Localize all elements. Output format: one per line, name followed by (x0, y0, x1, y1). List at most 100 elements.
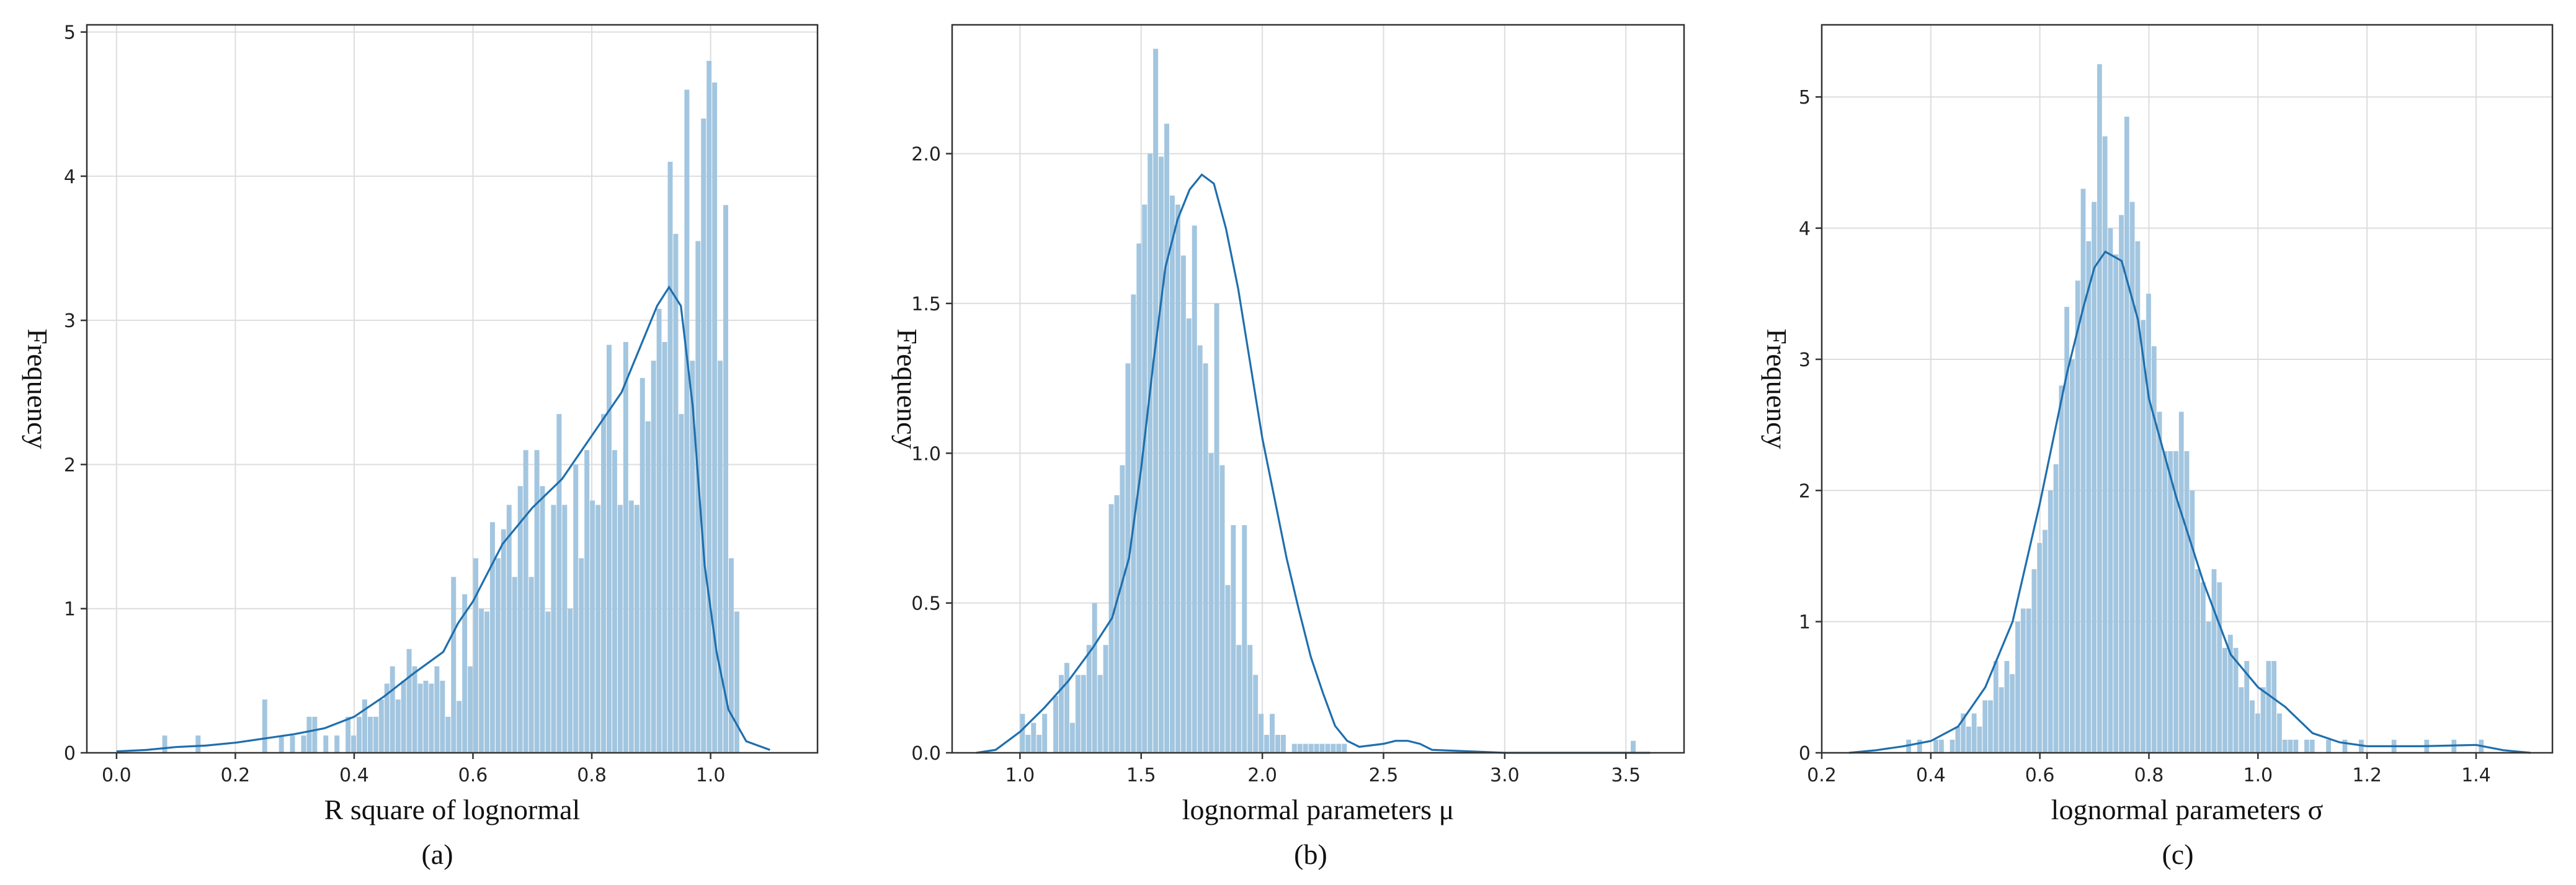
panel-c-bar-5 (1933, 739, 1939, 753)
panel-c-bar-19 (2010, 674, 2015, 753)
panel-c-bar-67 (2271, 661, 2277, 753)
panel-a-bar-51 (445, 716, 451, 753)
panel-c-bar-33 (2086, 241, 2092, 753)
panel-a-ytick-label-1: 1 (64, 599, 76, 621)
panel-a-bar-62 (506, 505, 512, 753)
panel-a-bar-47 (423, 680, 429, 753)
panel-b-bar-13 (1092, 603, 1097, 753)
panel-c-bar-57 (2217, 582, 2222, 753)
panel-b-bar-49 (1291, 743, 1297, 753)
panel-a-bar-42 (395, 699, 401, 753)
panel-a-bar-64 (517, 486, 523, 753)
panel-b-bar-34 (1208, 453, 1214, 753)
panel-c-bar-59 (2227, 634, 2233, 753)
panel-b-bar-55 (1325, 743, 1330, 753)
panel-a-bar-29 (323, 735, 329, 753)
panel-b-bar-0 (1020, 714, 1025, 753)
panel-b-bar-56 (1330, 743, 1336, 753)
panel-c-bar-17 (1999, 687, 2004, 753)
panel-a-bar-67 (534, 450, 540, 753)
panel-c-bar-21 (2020, 608, 2026, 753)
panel-c-bar-18 (2004, 661, 2010, 753)
panel-c-xtick-label-6: 1.4 (2461, 765, 2491, 786)
panel-a-bar-77 (590, 500, 595, 753)
panel-a-bar-74 (573, 464, 579, 753)
panel-b-bar-50 (1297, 743, 1303, 753)
panel-c-bar-12 (1971, 713, 1977, 753)
panel-b-ytick-label-2: 1.0 (911, 443, 941, 465)
panel-b-axes-frame (951, 24, 1685, 754)
panel-a-ylabel: Frequency (22, 328, 53, 449)
panel-a-bar-98 (706, 61, 712, 753)
panel-a-bar-82 (617, 505, 623, 753)
panel-c-bar-44 (2146, 294, 2151, 753)
panel-b-bar-42 (1253, 675, 1259, 753)
panel-c-kde-line (1848, 250, 2531, 754)
panel-a-xtick-label-1: 0.2 (221, 765, 251, 786)
panel-a-bar-34 (351, 735, 357, 753)
panel-c-xlabel: lognormal parameters σ (2051, 794, 2324, 825)
panel-c-bar-54 (2200, 582, 2206, 753)
panel-c-bar-8 (1950, 739, 1955, 753)
panel-c-bar-25 (2043, 529, 2048, 753)
panel-a-bar-59 (489, 522, 495, 753)
panel-a: 0.0 0.2 0.4 0.6 0.8 1.0 0 1 2 3 4 5 R square of logn… (22, 22, 819, 870)
panel-a-bar-73 (568, 608, 573, 753)
panel-a-bar-92 (673, 233, 679, 753)
panel-c-ytick-label-2: 2 (1799, 480, 1811, 502)
panel-c-bar-41 (2129, 202, 2135, 753)
panel-a-bar-6 (195, 735, 201, 753)
panel-c-bar-74 (2309, 739, 2315, 753)
panel-b-bar-41 (1247, 645, 1253, 753)
panel-c-bar-38 (2113, 254, 2119, 753)
panel-a-bar-75 (579, 558, 584, 753)
panel-c-bar-47 (2162, 451, 2168, 753)
panel-a-bar-18 (262, 699, 267, 753)
panel-a-bar-79 (601, 414, 607, 753)
panel-c-bar-42 (2135, 241, 2141, 753)
panel-c-bar-11 (1966, 726, 1971, 753)
panel-a-bar-89 (656, 308, 662, 753)
panel-a-bar-36 (362, 699, 367, 753)
panel-a-bar-56 (473, 558, 479, 753)
panel-a-xtick-label-4: 0.8 (577, 765, 607, 786)
panel-b-bar-4 (1042, 714, 1048, 753)
panel-b-bar-19 (1125, 363, 1131, 753)
panel-c-bar-39 (2119, 215, 2124, 753)
panel-c-bar-32 (2080, 189, 2086, 753)
panel-b-bar-17 (1114, 495, 1120, 753)
panel-a-bar-81 (612, 450, 617, 753)
panel-b-bar-31 (1192, 225, 1197, 753)
panel-b-xtick-label-4: 3.0 (1490, 765, 1520, 786)
panel-c-bar-49 (2173, 451, 2178, 753)
panel-a-kde-line (116, 285, 770, 753)
panel-c-bar-62 (2244, 661, 2250, 753)
panel-b-ytick-label-0: 0.0 (911, 743, 941, 765)
panel-c-bar-51 (2184, 451, 2190, 753)
panel-b-bar-53 (1314, 743, 1319, 753)
panel-a-bar-103 (734, 611, 739, 753)
panel-c-bar-58 (2222, 647, 2227, 753)
panel-a-xtick-label-3: 0.6 (458, 765, 488, 786)
panel-c-bar-66 (2266, 661, 2271, 753)
panel-b-ylabel: Frequency (891, 328, 923, 449)
panel-c-extra-bar-1 (2342, 739, 2348, 753)
panel-a-xtick-label-2: 0.4 (339, 765, 369, 786)
panel-c-bar-48 (2168, 451, 2173, 753)
panel-b-bar-32 (1197, 345, 1203, 753)
panel-b-bar-3 (1036, 735, 1042, 753)
panel-a-ytick-label-0: 0 (64, 743, 76, 765)
panel-c-bar-31 (2075, 281, 2080, 753)
panel-a-bar-100 (718, 361, 723, 753)
panel-c-bar-40 (2124, 116, 2129, 753)
panel-a-bar-49 (434, 666, 440, 753)
panel-c-bar-37 (2108, 228, 2113, 753)
panel-c-bar-30 (2069, 359, 2075, 753)
panel-c-bar-68 (2277, 713, 2282, 753)
panel-a-bar-21 (279, 735, 284, 753)
panel-b-bar-7 (1059, 675, 1064, 753)
panel-c-extra-bar-0 (2326, 739, 2331, 753)
panel-a-axes-frame (86, 24, 819, 754)
panel-a-bar-31 (334, 735, 340, 753)
panel-b-bar-24 (1153, 48, 1159, 753)
